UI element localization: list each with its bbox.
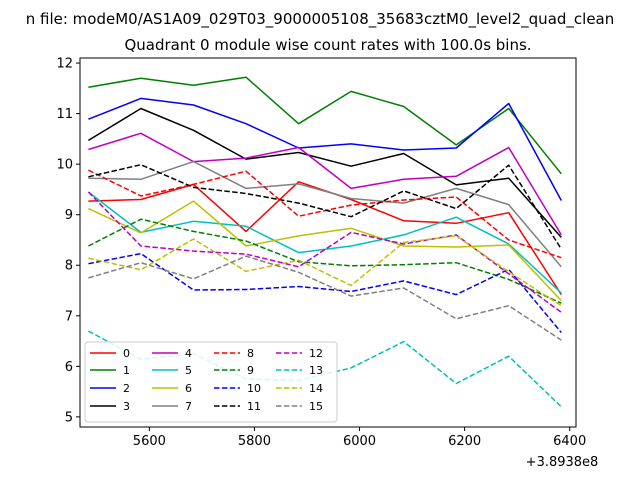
series-line-7 — [88, 160, 562, 268]
legend-label-3: 3 — [123, 400, 130, 413]
series-line-2 — [88, 97, 562, 201]
legend-label-2: 2 — [123, 382, 130, 395]
legend-label-13: 13 — [309, 364, 323, 377]
y-tick-label: 6 — [65, 360, 73, 375]
legend-label-8: 8 — [247, 347, 254, 360]
legend-label-12: 12 — [309, 347, 323, 360]
x-axis: 5600 5800 6000 6200 6400 — [133, 427, 586, 449]
x-offset-label: +3.8938e8 — [526, 455, 599, 470]
y-tick-label: 5 — [65, 410, 73, 425]
legend-label-6: 6 — [185, 382, 192, 395]
series-line-9 — [88, 218, 562, 304]
figure-suptitle: n file: modeM0/AS1A09_029T03_9000005108_… — [26, 10, 615, 29]
series-line-14 — [88, 235, 562, 307]
series-line-3 — [88, 107, 562, 238]
legend-label-4: 4 — [185, 347, 192, 360]
chart-title: Quadrant 0 module wise count rates with … — [124, 36, 531, 54]
legend-label-15: 15 — [309, 400, 323, 413]
plot-frame — [79, 57, 577, 428]
series-layer — [87, 76, 562, 408]
y-tick-label: 10 — [56, 158, 73, 173]
y-axis: 5 6 7 8 9 10 11 12 — [56, 57, 80, 425]
legend-label-10: 10 — [247, 382, 261, 395]
y-tick-label: 8 — [65, 259, 73, 274]
legend-label-7: 7 — [185, 400, 192, 413]
series-line-12 — [87, 191, 562, 313]
y-tick-label: 7 — [65, 309, 73, 324]
y-tick-label: 11 — [56, 107, 73, 122]
legend-label-11: 11 — [247, 400, 261, 413]
x-tick-label: 6000 — [343, 434, 376, 449]
series-line-11 — [88, 163, 562, 250]
series-line-5 — [87, 191, 562, 294]
y-tick-label: 12 — [56, 57, 73, 72]
series-line-10 — [88, 252, 562, 333]
x-tick-label: 6200 — [448, 434, 481, 449]
legend-label-9: 9 — [247, 364, 254, 377]
legend-box — [84, 341, 338, 423]
legend-label-14: 14 — [309, 382, 323, 395]
legend-label-1: 1 — [123, 364, 130, 377]
x-tick-label: 5600 — [133, 434, 166, 449]
series-line-4 — [88, 132, 562, 236]
series-line-8 — [88, 169, 562, 259]
series-line-6 — [88, 200, 562, 302]
x-tick-label: 6400 — [553, 434, 586, 449]
legend-label-5: 5 — [185, 364, 192, 377]
legend-label-0: 0 — [123, 347, 130, 360]
x-tick-label: 5800 — [238, 434, 271, 449]
series-line-15 — [88, 255, 562, 341]
y-tick-label: 9 — [65, 208, 73, 223]
